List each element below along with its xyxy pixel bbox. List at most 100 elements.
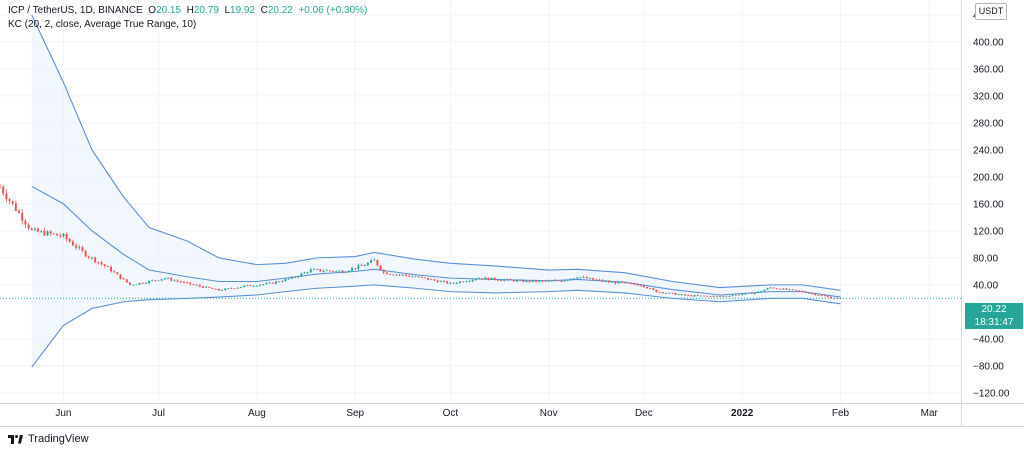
candle-body [119,274,122,279]
candle-body [338,270,341,272]
candle-body [668,292,671,294]
candle-body [40,230,43,232]
candle-body [198,285,201,287]
candle-body [94,257,97,263]
y-tick-label: 400.00 [973,37,1004,48]
keltner-fill [31,14,841,368]
candle-body [335,270,338,272]
candle-body [411,276,414,278]
candle-body [90,257,93,259]
candle-body [322,270,325,272]
candle-body [24,220,27,225]
candle-body [56,233,59,236]
candle-body [725,295,728,297]
candle-body [757,291,760,294]
candle-body [829,296,832,299]
candle-body [563,280,566,282]
candle-body [446,281,449,284]
y-tick-label: 80.00 [973,253,998,264]
candle-body [744,293,747,295]
candle-body [455,283,458,284]
candle-body [449,282,452,284]
x-tick-label: Jun [55,408,71,419]
candle-body [569,278,572,280]
candle-body [535,280,538,282]
candle-body [141,282,144,284]
x-tick-label: Mar [921,408,939,419]
candle-body [75,245,78,248]
candle-body [779,288,782,290]
candle-body [284,279,287,282]
candle-body [27,224,30,229]
y-tick-label: 240.00 [973,145,1004,156]
candle-body [132,284,135,286]
candle-body [319,269,322,272]
candle-body [233,288,236,290]
candle-body [607,281,610,283]
candle-body [259,284,262,286]
candle-body [249,285,252,287]
candle-body [696,295,699,297]
indicator-legend[interactable]: KC (20, 2, close, Average True Range, 10… [8,19,196,30]
candle-body [0,186,1,188]
candle-body [271,282,274,284]
candle-body [332,270,335,272]
candle-body [404,274,407,276]
candle-body [785,288,788,290]
candle-body [487,277,490,280]
candle-body [363,265,366,267]
candle-body [547,280,550,282]
candle-body [214,288,217,290]
candle-body [252,285,255,287]
candle-body [357,265,360,269]
candle-body [122,278,125,280]
open-value: 20.15 [156,5,182,16]
candle-body [125,279,128,283]
candle-body [715,295,718,297]
candle-body [810,293,813,294]
tradingview-logo[interactable]: TradingView [8,433,89,445]
candle-body [385,272,388,275]
candle-body [148,280,151,284]
candle-body [807,292,810,294]
candle-body [236,287,239,289]
candle-body [804,291,807,293]
candle-body [116,272,119,275]
brand-name: TradingView [28,433,89,445]
countdown-label: 18:31:47 [965,316,1023,329]
candle-body [665,293,668,294]
candle-body [151,280,154,282]
candle-body [52,233,55,235]
candle-body [398,274,401,276]
candle-body [500,280,503,282]
candle-body [671,292,674,294]
candle-body [230,288,233,290]
currency-button[interactable]: USDT [975,3,1007,20]
candle-body [65,233,68,239]
candle-body [274,281,277,284]
candle-body [826,296,829,297]
candle-body [592,277,595,280]
chart-grid [0,0,961,403]
y-tick-label: 280.00 [973,118,1004,129]
y-tick-label: −80.00 [973,361,1004,372]
candle-body [531,280,534,282]
candle-body [772,287,775,289]
candle-body [703,295,706,297]
candle-body [747,292,750,294]
candle-body [110,266,113,272]
candle-body [370,260,373,263]
candle-body [49,231,52,234]
symbol-title[interactable]: ICP / TetherUS, 1D, BINANCE [8,5,143,16]
candle-body [366,262,369,266]
candle-body [465,281,468,283]
candle-body [360,265,363,267]
y-tick-label: 160.00 [973,199,1004,210]
candle-body [389,274,392,276]
candle-body [769,287,772,289]
candle-body [506,279,509,280]
candle-body [106,266,109,267]
candle-body [37,228,40,232]
x-tick-label: Aug [248,408,266,419]
